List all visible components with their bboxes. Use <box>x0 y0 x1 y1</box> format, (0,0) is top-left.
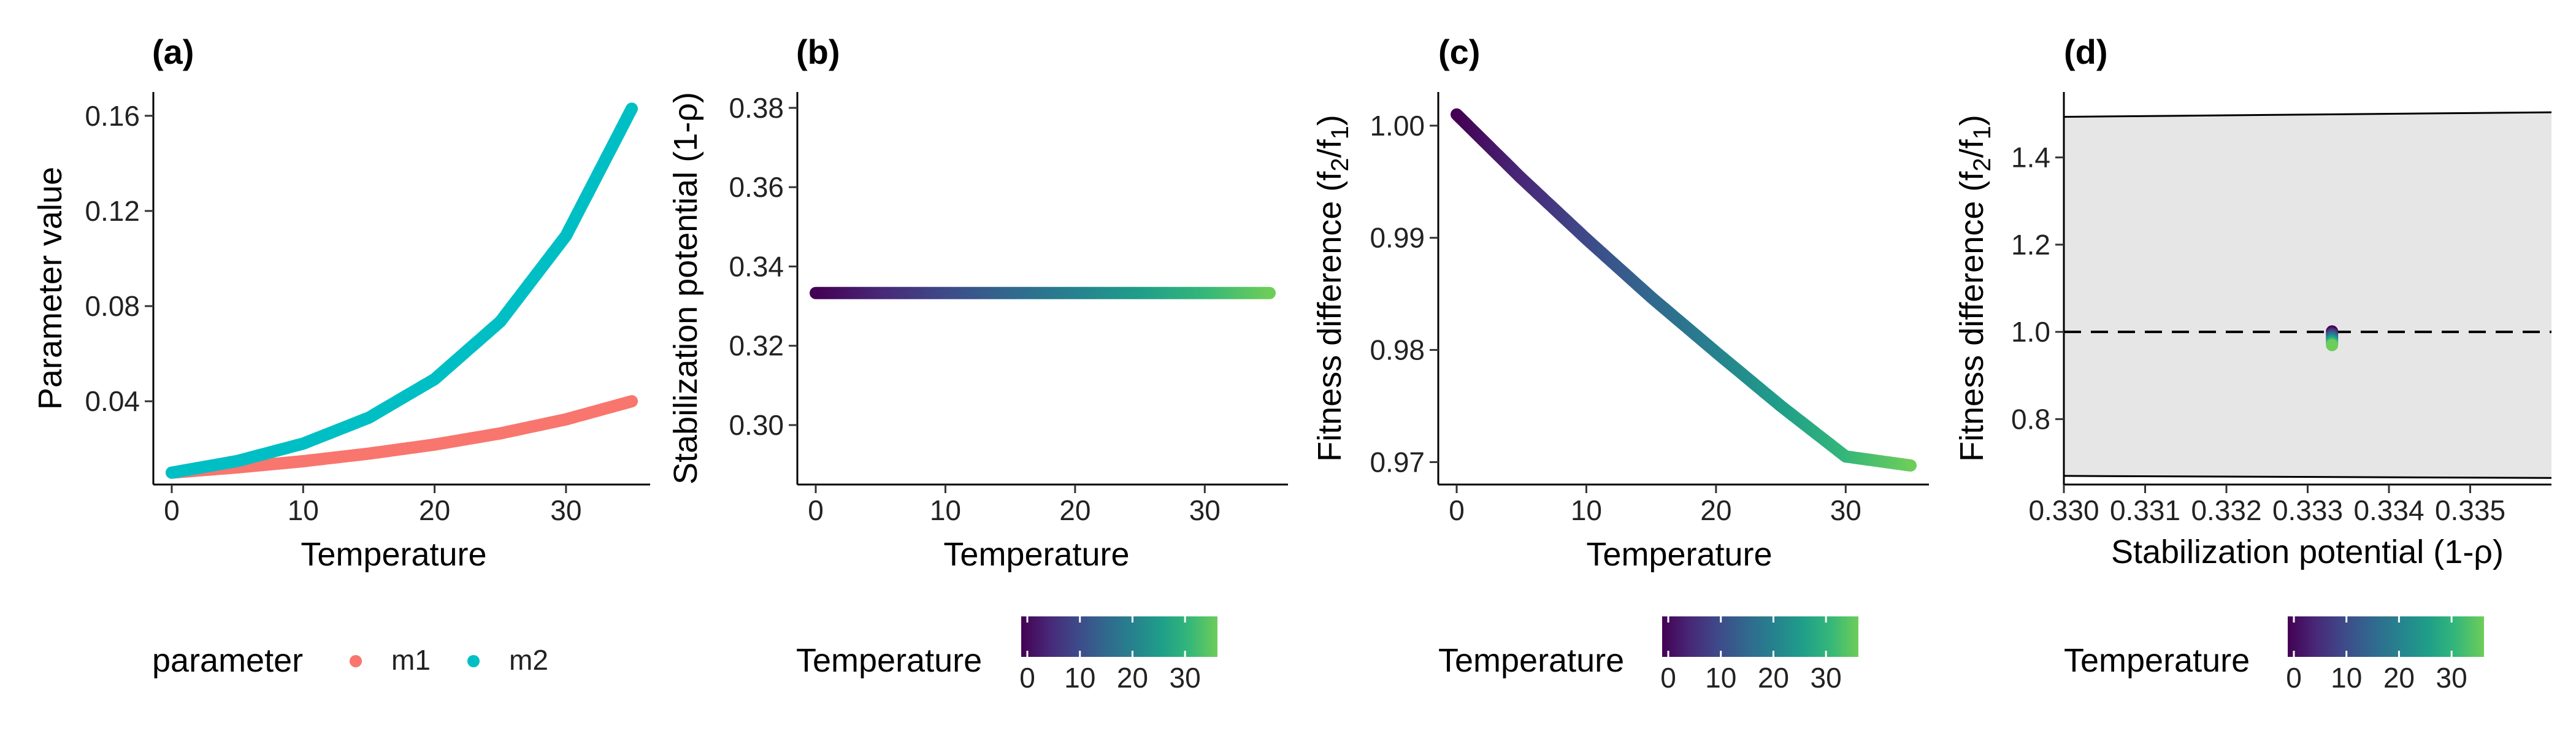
colorbar-label-c: 0 <box>1660 662 1676 694</box>
colorbar-d: 0 10 20 30 <box>2286 616 2484 694</box>
y-tick-label-d: 1.2 <box>2011 229 2050 261</box>
y-tick-label-d: 1.4 <box>2011 142 2050 174</box>
y-tick-label-b: 0.32 <box>729 330 784 362</box>
panel-label-a: (a) <box>152 33 194 71</box>
panel-label-b: (b) <box>796 33 840 71</box>
plot-area-b: 0 10 20 30 0.30 0.32 0.34 0.36 0.38 <box>729 92 1288 526</box>
y-tick-label-b: 0.38 <box>729 92 784 124</box>
plot-area-a: 0 10 20 30 0.04 0.08 0.12 0.16 <box>85 92 650 526</box>
colorbar-gradient-c <box>1662 616 1858 657</box>
legend-label-m1: m1 <box>391 644 431 676</box>
x-tick-label-a: 0 <box>164 494 180 526</box>
legend-key-m2 <box>467 655 480 667</box>
x-tick-label-b: 30 <box>1189 494 1221 526</box>
y-axis-title-c: Fitness difference (f2/f1) <box>1311 115 1354 462</box>
colorbar-legend-c: Temperature 0 10 20 30 <box>1438 616 1858 694</box>
x-tick-label-d: 0.334 <box>2353 494 2424 526</box>
x-tick-label-c: 20 <box>1700 494 1731 526</box>
plot-area-d: 0.330 0.331 0.332 0.333 0.334 0.335 0.8 1.0 1.2 1… <box>2011 92 2552 526</box>
colorbar-label-d: 10 <box>2331 662 2362 694</box>
series-line-m2 <box>166 102 638 479</box>
x-tick-label-a: 30 <box>550 494 581 526</box>
x-axis-title-a: Temperature <box>301 536 486 573</box>
panel-d: (d) 0.330 0.331 0.332 0.333 0.334 0.335 0.8 1.0… <box>1953 33 2552 694</box>
colorbar-legend-b: Temperature 0 10 20 30 <box>796 616 1217 694</box>
x-tick-label-d: 0.333 <box>2272 494 2343 526</box>
colorbar-legend-d: Temperature 0 10 20 30 <box>2064 616 2484 694</box>
colorbar-gradient-b <box>1021 616 1217 657</box>
y-tick-label-c: 0.99 <box>1370 222 1425 254</box>
y-axis-title-b: Stabilization potential (1-ρ) <box>667 92 704 485</box>
x-tick-label-d: 0.332 <box>2191 494 2261 526</box>
x-tick-label-d: 0.330 <box>2028 494 2099 526</box>
x-tick-label-d: 0.335 <box>2435 494 2505 526</box>
legend-key-m1 <box>350 655 362 667</box>
colorbar-label-b: 30 <box>1170 662 1201 694</box>
panel-label-c: (c) <box>1438 33 1480 71</box>
colorbar-label-b: 20 <box>1117 662 1148 694</box>
x-tick-label-c: 30 <box>1830 494 1861 526</box>
y-tick-label-b: 0.30 <box>729 409 784 441</box>
colorbar-label-c: 10 <box>1705 662 1736 694</box>
y-tick-label-a: 0.12 <box>85 195 140 227</box>
colorbar-label-d: 0 <box>2286 662 2302 694</box>
y-tick-label-c: 0.97 <box>1370 446 1425 478</box>
y-tick-label-d: 1.0 <box>2011 316 2050 348</box>
x-tick-label-c: 10 <box>1571 494 1602 526</box>
colorbar-label-c: 30 <box>1811 662 1842 694</box>
y-axis-title-d: Fitness difference (f2/f1) <box>1953 115 1996 462</box>
x-tick-label-b: 20 <box>1059 494 1091 526</box>
legend-title-d: Temperature <box>2064 642 2250 679</box>
x-tick-label-d: 0.331 <box>2110 494 2180 526</box>
x-tick-label-b: 0 <box>808 494 824 526</box>
colorbar-label-c: 20 <box>1758 662 1789 694</box>
legend-label-m2: m2 <box>509 644 548 676</box>
legend-title-b: Temperature <box>796 642 982 679</box>
y-tick-label-c: 1.00 <box>1370 110 1425 142</box>
legend-title-a: parameter <box>152 642 303 679</box>
y-tick-label-b: 0.36 <box>729 171 784 203</box>
colorbar-label-d: 30 <box>2436 662 2467 694</box>
legend-title-c: Temperature <box>1438 642 1624 679</box>
x-tick-label-a: 10 <box>288 494 319 526</box>
colorbar-b: 0 10 20 30 <box>1019 616 1217 694</box>
panel-c: (c) 0 10 20 30 0.97 0.98 0.99 1.00 Temperature … <box>1311 33 1929 694</box>
x-axis-title-d: Stabilization potential (1-ρ) <box>2111 534 2504 570</box>
panel-label-d: (d) <box>2064 33 2108 71</box>
x-tick-label-a: 20 <box>419 494 450 526</box>
panel-a: (a) 0 10 20 300.040.080.120.16 Temperature … <box>32 33 650 679</box>
y-tick-label-b: 0.34 <box>729 250 784 282</box>
series-line-m1 <box>166 395 638 479</box>
y-tick-label-a: 0.16 <box>85 100 140 132</box>
y-tick-label-d: 0.8 <box>2011 403 2050 435</box>
data-point <box>2326 339 2339 351</box>
y-axis-title-a: Parameter value <box>32 167 69 410</box>
x-axis-title-b: Temperature <box>943 536 1129 573</box>
colorbar-c: 0 10 20 30 <box>1660 616 1858 694</box>
legend-a: parameter m1 m2 <box>152 642 548 679</box>
x-tick-label-b: 10 <box>930 494 961 526</box>
x-axis-title-c: Temperature <box>1586 536 1772 573</box>
colorbar-label-b: 0 <box>1019 662 1035 694</box>
x-tick-label-c: 0 <box>1449 494 1465 526</box>
coexistence-lower-boundary <box>2063 475 2552 479</box>
colorbar-label-d: 20 <box>2383 662 2415 694</box>
fitness-line <box>1451 108 1917 472</box>
y-tick-label-a: 0.04 <box>85 385 140 417</box>
y-tick-label-a: 0.08 <box>85 290 140 322</box>
coexistence-upper-boundary <box>2063 111 2552 118</box>
y-tick-label-c: 0.98 <box>1370 334 1425 366</box>
plot-area-c: 0 10 20 30 0.97 0.98 0.99 1.00 <box>1370 92 1929 526</box>
colorbar-gradient-d <box>2288 616 2484 657</box>
coexistence-region <box>2064 112 2551 478</box>
colorbar-label-b: 10 <box>1064 662 1095 694</box>
panel-b: (b) 0 10 20 30 0.30 0.32 0.34 0.36 0.38 Temperat… <box>667 33 1288 694</box>
